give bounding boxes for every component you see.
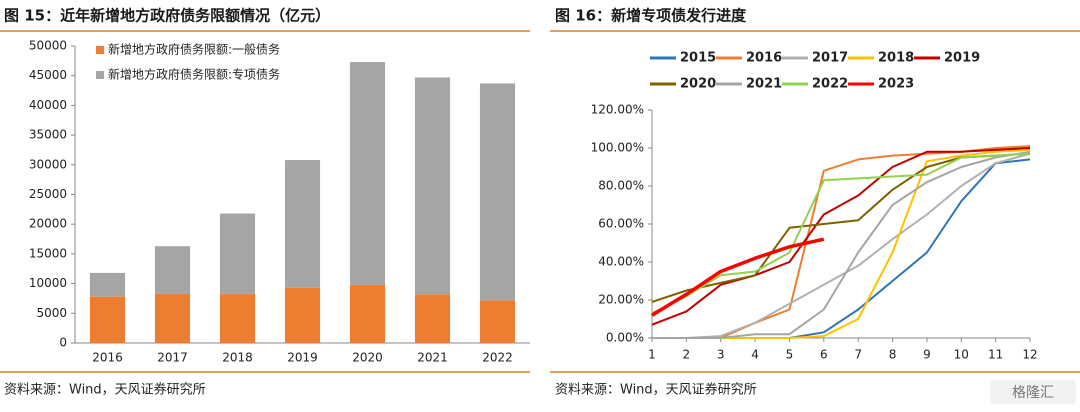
bar-segment: [89, 272, 126, 297]
x-tick-label: 2021: [417, 351, 448, 365]
legend-label: 2018: [878, 51, 914, 66]
bar-segment: [414, 77, 451, 295]
y-tick-label: 30000: [29, 157, 67, 171]
y-tick-label: 20.00%: [598, 293, 644, 307]
bar-segment: [479, 300, 516, 343]
x-tick-label: 2018: [222, 351, 253, 365]
x-tick-label: 4: [751, 348, 759, 362]
legend-swatch: [96, 71, 104, 79]
bar-segment: [284, 160, 321, 288]
line: [652, 152, 1031, 339]
bar-segment: [89, 296, 126, 343]
y-tick-label: 80.00%: [598, 179, 644, 193]
y-tick-label: 5000: [36, 306, 67, 320]
y-tick-label: 60.00%: [598, 217, 644, 231]
bar-segment: [349, 284, 386, 343]
bar-segment: [219, 293, 256, 343]
legend-swatch: [96, 46, 104, 54]
line: [651, 147, 1031, 326]
chart-title: 图 16：新增专项债发行进度: [555, 7, 747, 25]
legend-label: 2022: [812, 77, 848, 92]
y-tick-label: 10000: [29, 276, 67, 290]
x-tick-label: 3: [717, 348, 725, 362]
x-tick-label: 7: [854, 348, 862, 362]
y-tick-label: 25000: [29, 187, 67, 201]
legend-label: 2023: [878, 77, 914, 92]
x-tick-label: 2016: [92, 351, 123, 365]
line: [652, 150, 1031, 339]
y-tick-label: 0.00%: [606, 331, 644, 345]
x-tick-label: 10: [954, 348, 969, 362]
bar-segment: [479, 83, 516, 301]
bar-segment: [284, 287, 321, 343]
y-tick-label: 20000: [29, 217, 67, 231]
x-tick-label: 2019: [287, 351, 318, 365]
bar-segment: [219, 213, 256, 294]
y-tick-label: 15000: [29, 246, 67, 260]
line: [651, 237, 825, 317]
y-tick-label: 35000: [29, 128, 67, 142]
legend-label: 2015: [680, 51, 716, 66]
legend-label: 2020: [680, 77, 716, 92]
source: 资料来源：Wind，天风证券研究所: [4, 382, 206, 398]
x-tick-label: 5: [786, 348, 794, 362]
y-tick-label: 40000: [29, 98, 67, 112]
chart-title: 图 15：近年新增地方政府债务限额情况（亿元）: [4, 7, 330, 25]
y-tick-label: 0: [59, 336, 67, 350]
x-tick-label: 2: [683, 348, 691, 362]
x-tick-label: 2017: [157, 351, 188, 365]
y-tick-label: 120.00%: [591, 103, 644, 117]
line: [651, 152, 1031, 315]
bar-segment: [349, 62, 386, 285]
bar-segment: [414, 294, 451, 343]
legend-label: 新增地方政府债务限额:专项债务: [108, 67, 280, 82]
x-tick-label: 2022: [482, 351, 513, 365]
line: [652, 158, 1031, 339]
x-tick-label: 2020: [352, 351, 383, 365]
x-tick-label: 9: [923, 348, 931, 362]
y-tick-label: 100.00%: [591, 141, 644, 155]
watermark: 格隆汇: [1012, 385, 1054, 401]
y-tick-label: 45000: [29, 68, 67, 82]
legend-label: 2017: [812, 51, 848, 66]
y-tick-label: 40.00%: [598, 255, 644, 269]
watermark-box: [990, 380, 1076, 404]
x-tick-label: 11: [988, 348, 1003, 362]
source: 资料来源：Wind，天风证券研究所: [555, 382, 757, 398]
legend-label: 新增地方政府债务限额:一般债务: [108, 42, 280, 57]
bar-segment: [154, 293, 191, 343]
x-tick-label: 8: [889, 348, 897, 362]
legend-label: 2021: [746, 77, 782, 92]
x-tick-label: 6: [820, 348, 828, 362]
legend-label: 2016: [746, 51, 782, 66]
legend-label: 2019: [944, 51, 980, 66]
x-tick-label: 12: [1022, 348, 1037, 362]
x-tick-label: 1: [648, 348, 656, 362]
line: [652, 145, 1031, 339]
y-tick-label: 50000: [29, 39, 67, 53]
bar-segment: [154, 246, 191, 294]
